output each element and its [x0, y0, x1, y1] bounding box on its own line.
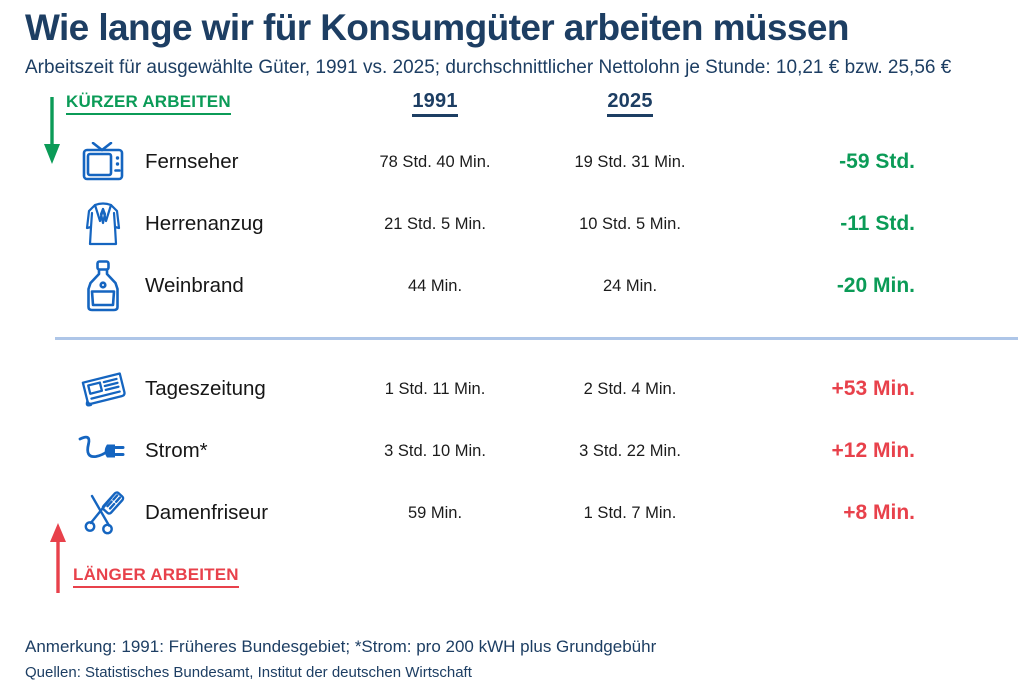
page-title: Wie lange wir für Konsumgüter arbeiten m…: [25, 7, 849, 48]
brandy-bottle-icon: [86, 260, 119, 312]
value-2025: 3 Std. 22 Min.: [579, 441, 681, 460]
group-divider: [55, 337, 1018, 341]
footer-sources: Quellen: Statistisches Bundesamt, Instit…: [25, 664, 472, 681]
value-1991: 3 Std. 10 Min.: [384, 441, 486, 460]
value-1991: 1 Std. 11 Min.: [384, 379, 486, 398]
table-row: Weinbrand 44 Min. 24 Min. -20 Min.: [0, 255, 1020, 317]
product-label: Damenfriseur: [145, 501, 269, 525]
scissors-comb-icon: [84, 491, 124, 535]
column-header-1991: 1991: [412, 90, 458, 117]
column-header-row: 1991 2025: [0, 89, 1020, 117]
difference-value: +8 Min.: [843, 501, 915, 525]
value-2025: 10 Std. 5 Min.: [579, 214, 681, 233]
table-row: Fernseher 78 Std. 40 Min. 19 Std. 31 Min…: [0, 131, 1020, 193]
value-1991: 78 Std. 40 Min.: [379, 152, 491, 171]
value-1991: 59 Min.: [407, 503, 463, 522]
footer-note: Anmerkung: 1991: Früheres Bundesgebiet; …: [25, 637, 657, 656]
table-row: Strom* 3 Std. 10 Min. 3 Std. 22 Min. +12…: [0, 420, 1020, 482]
product-label: Herrenanzug: [145, 212, 264, 236]
power-plug-icon: [78, 436, 124, 459]
zone-label-longer: LÄNGER ARBEITEN: [73, 565, 239, 588]
newspaper-icon: [81, 372, 126, 407]
table-row: Herrenanzug 21 Std. 5 Min. 10 Std. 5 Min…: [0, 193, 1020, 255]
table-row: Tageszeitung 1 Std. 11 Min. 2 Std. 4 Min…: [0, 358, 1020, 420]
product-label: Fernseher: [145, 150, 239, 174]
value-1991: 44 Min.: [407, 276, 463, 295]
product-label: Weinbrand: [145, 274, 244, 298]
zone-label-shorter: KÜRZER ARBEITEN: [66, 92, 231, 115]
difference-value: +53 Min.: [831, 377, 915, 401]
table-row: Damenfriseur 59 Min. 1 Std. 7 Min. +8 Mi…: [0, 482, 1020, 544]
difference-value: -20 Min.: [836, 274, 915, 298]
arrow-down-icon: [44, 97, 60, 164]
difference-value: +12 Min.: [831, 439, 915, 463]
product-label: Strom*: [145, 439, 208, 463]
suit-icon: [85, 202, 120, 246]
column-header-2025: 2025: [607, 90, 653, 117]
table-group-longer: Tageszeitung 1 Std. 11 Min. 2 Std. 4 Min…: [0, 358, 1020, 544]
difference-value: -59 Std.: [839, 150, 915, 174]
value-2025: 24 Min.: [602, 276, 658, 295]
value-2025: 1 Std. 7 Min.: [583, 503, 677, 522]
table-group-shorter: Fernseher 78 Std. 40 Min. 19 Std. 31 Min…: [0, 131, 1020, 317]
difference-value: -11 Std.: [840, 212, 915, 236]
value-2025: 19 Std. 31 Min.: [574, 152, 686, 171]
tv-icon: [82, 142, 123, 181]
value-1991: 21 Std. 5 Min.: [384, 214, 486, 233]
arrow-up-icon: [50, 523, 66, 593]
product-label: Tageszeitung: [145, 377, 266, 401]
value-2025: 2 Std. 4 Min.: [583, 379, 677, 398]
page-subtitle: Arbeitszeit für ausgewählte Güter, 1991 …: [25, 56, 952, 78]
